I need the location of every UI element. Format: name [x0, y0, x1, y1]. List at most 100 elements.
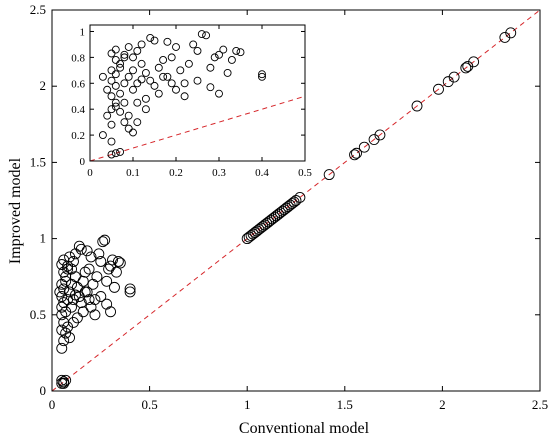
inset-data-point: [103, 111, 112, 120]
inset-data-point: [193, 76, 202, 85]
inset-x-tick-label: 0.3: [212, 167, 226, 179]
inset-data-point: [107, 66, 116, 75]
inset-data-point: [227, 56, 236, 64]
main-x-tick-label: 1: [244, 397, 251, 412]
inset-data-point: [129, 66, 137, 75]
main-data-point: [68, 294, 79, 306]
main-data-point: [56, 324, 68, 336]
main-data-point: [110, 266, 122, 278]
x-axis-label: Conventional model: [239, 420, 370, 437]
inset-y-tick-label: 1: [80, 26, 86, 38]
inset-y-tick-label: 0.6: [71, 78, 85, 90]
main-data-point: [112, 256, 124, 267]
inset-data-point: [116, 107, 125, 116]
main-data-point: [505, 27, 517, 39]
inset-data-point: [129, 85, 137, 94]
main-data-point: [69, 271, 81, 283]
inset-plot-frame: [89, 24, 306, 162]
main-data-point: [89, 294, 101, 306]
inset-data-point: [210, 53, 219, 62]
inset-data-point: [111, 102, 120, 111]
inset-y-tick-label: 0.4: [71, 104, 85, 116]
main-data-point: [77, 275, 89, 287]
main-data-point: [323, 169, 335, 181]
main-data-point: [66, 301, 77, 313]
main-data-point: [64, 332, 76, 344]
main-data-point: [87, 278, 99, 290]
inset-y-tick-label: 0.8: [71, 52, 85, 64]
inset-data-point: [141, 68, 150, 77]
inset-data-point: [107, 92, 116, 101]
inset-data-point: [124, 111, 133, 120]
inset-data-point: [184, 59, 193, 68]
main-x-tick-label: 0.5: [141, 397, 157, 412]
inset-data-point: [98, 131, 107, 140]
inset-data-point: [124, 124, 133, 133]
main-data-point: [99, 234, 111, 246]
inset-data-point: [120, 50, 129, 59]
main-data-point: [124, 286, 136, 298]
main-data-point: [349, 149, 361, 161]
main-data-point: [107, 254, 118, 266]
inset-data-point: [120, 53, 129, 62]
inset-data-point: [223, 68, 232, 77]
main-data-point: [58, 377, 70, 389]
inset-data-point: [133, 98, 142, 107]
inset-data-point: [236, 48, 245, 57]
main-data-point: [77, 306, 89, 318]
inset-data-point: [116, 147, 125, 156]
main-y-tick-label: 0.5: [30, 307, 46, 322]
inset-data-point: [141, 94, 150, 103]
inset-data-point: [163, 72, 172, 81]
inset-data-point: [215, 89, 223, 98]
inset-data-point: [107, 120, 116, 129]
inset-data-point: [107, 49, 116, 58]
inset-data-point: [111, 70, 120, 79]
inset-data-point: [107, 76, 116, 85]
main-plot-area: 0 0.5 1 1.5 2 2.5 0 0.5 1 1.5 2 2.5: [30, 2, 548, 412]
inset-y-tick-label: 0: [80, 156, 86, 168]
inset-data-point: [193, 46, 202, 55]
inset-data-point: [197, 30, 206, 39]
main-data-point: [83, 263, 95, 275]
inset-data-point: [189, 40, 198, 49]
inset-x-tick-label: 0.4: [255, 167, 269, 179]
main-data-point: [433, 83, 444, 95]
inset-data-point: [146, 76, 155, 85]
inset-data-point: [219, 45, 228, 54]
inset-data-point: [172, 85, 180, 94]
main-y-tick-label: 1.5: [30, 154, 46, 169]
inset-data-point: [258, 72, 266, 81]
inset-data-point: [167, 79, 176, 88]
y-axis-label: Improved model: [7, 157, 24, 264]
main-data-point: [468, 56, 480, 68]
inset-data-point: [124, 72, 133, 81]
inset-data-point: [107, 105, 116, 114]
inset-data-point: [137, 75, 146, 84]
main-x-tick-label: 0: [49, 397, 56, 412]
inset-data-point: [180, 79, 189, 88]
inset-data-point: [180, 92, 189, 101]
inset-data-point: [137, 40, 146, 49]
main-data-point: [60, 374, 72, 386]
inset-data-point: [215, 50, 223, 59]
main-data-point: [58, 266, 70, 278]
main-x-tick-label: 2.5: [532, 397, 548, 412]
inset-data-point: [137, 59, 146, 68]
main-y-tick-label: 1: [40, 231, 47, 246]
main-data-point: [95, 256, 107, 267]
inset-data-point: [116, 59, 125, 68]
inset-x-tick-label: 0.5: [298, 167, 312, 179]
main-data-point: [93, 248, 105, 260]
inset-data-point: [202, 31, 211, 40]
main-data-point: [358, 141, 370, 153]
main-data-point: [460, 62, 472, 74]
main-data-point: [56, 259, 68, 270]
main-data-point: [101, 298, 113, 310]
inset-data-point: [167, 53, 176, 62]
inset-data-point: [116, 63, 125, 72]
inset-data-point: [150, 81, 159, 90]
main-data-point: [95, 291, 107, 302]
inset-data-point: [124, 43, 133, 51]
main-data-point: [56, 374, 68, 386]
